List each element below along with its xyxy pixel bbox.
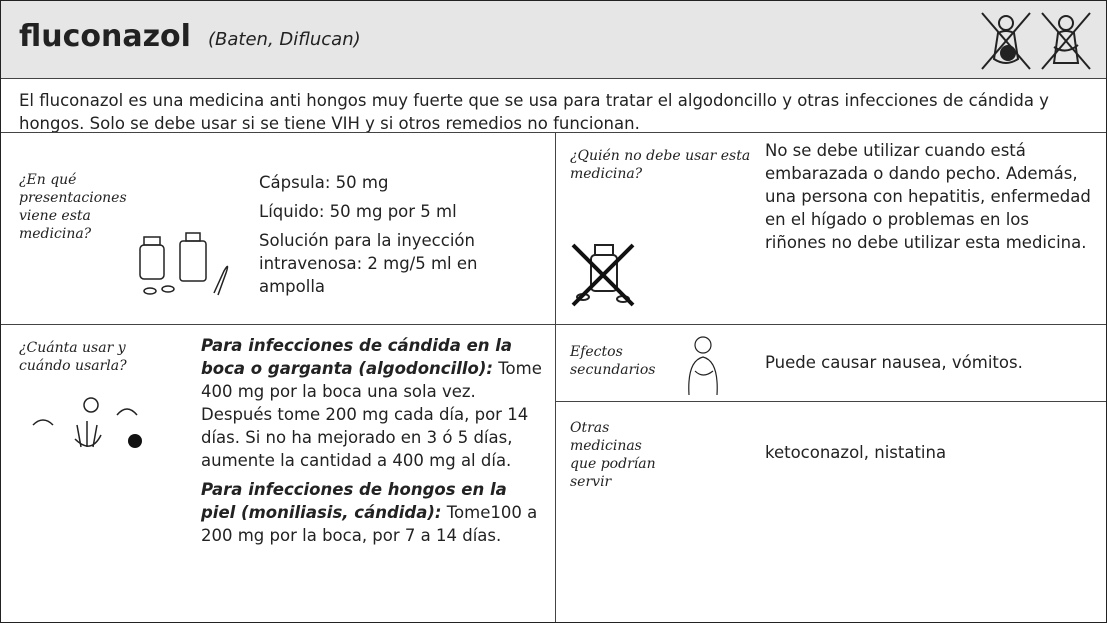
presentations-items: Cápsula: 50 mg Líquido: 50 mg por 5 ml S…	[259, 171, 539, 304]
woman-icon	[688, 336, 718, 396]
contraindications-text: No se debe utilizar cuando está embaraza…	[765, 141, 1091, 252]
side-effects-question: Efectos secundarios	[570, 344, 656, 378]
dose-text: Tome 400 mg por la boca una sola vez. De…	[201, 359, 542, 470]
contraindications-question: ¿Quién no debe usar esta medicina?	[570, 148, 751, 182]
warning-icons	[981, 12, 1091, 70]
dose-label: Para infecciones de hongos en la piel (m…	[201, 480, 507, 522]
item: Cápsula: 50 mg	[259, 173, 389, 192]
description: El fluconazol es una medicina anti hongo…	[19, 91, 1049, 133]
dose-text: Tome100 a 200 mg por la boca, por 7 a 14…	[201, 503, 538, 545]
side-effects-text: Puede causar nausea, vómitos.	[765, 353, 1023, 372]
presentations-question: ¿En qué presentaciones viene esta medici…	[19, 172, 127, 242]
dose-label: Para infecciones de cándida en la boca o…	[201, 336, 513, 378]
alternatives-text: ketoconazol, nistatina	[765, 443, 947, 462]
item: Líquido: 50 mg por 5 ml	[259, 202, 457, 221]
medicine-icon	[139, 232, 229, 296]
dose-paragraph: Para infecciones de hongos en la piel (m…	[201, 478, 546, 547]
no-medicine-icon	[571, 243, 635, 307]
title: fluconazol	[19, 19, 191, 54]
header: fluconazol (Baten, Diflucan)	[1, 1, 1106, 79]
dosage-question: ¿Cuánta usar y cuándo usarla?	[19, 340, 127, 374]
alternatives-question: Otras medicinas que podrían servir	[570, 420, 656, 490]
sun-hand-icon	[32, 397, 142, 448]
dose-paragraph: Para infecciones de cándida en la boca o…	[201, 334, 546, 472]
item: Solución para la inyección intravenosa: …	[259, 231, 478, 296]
dosage-text: Para infecciones de cándida en la boca o…	[201, 334, 546, 553]
brands: (Baten, Diflucan)	[208, 29, 361, 50]
